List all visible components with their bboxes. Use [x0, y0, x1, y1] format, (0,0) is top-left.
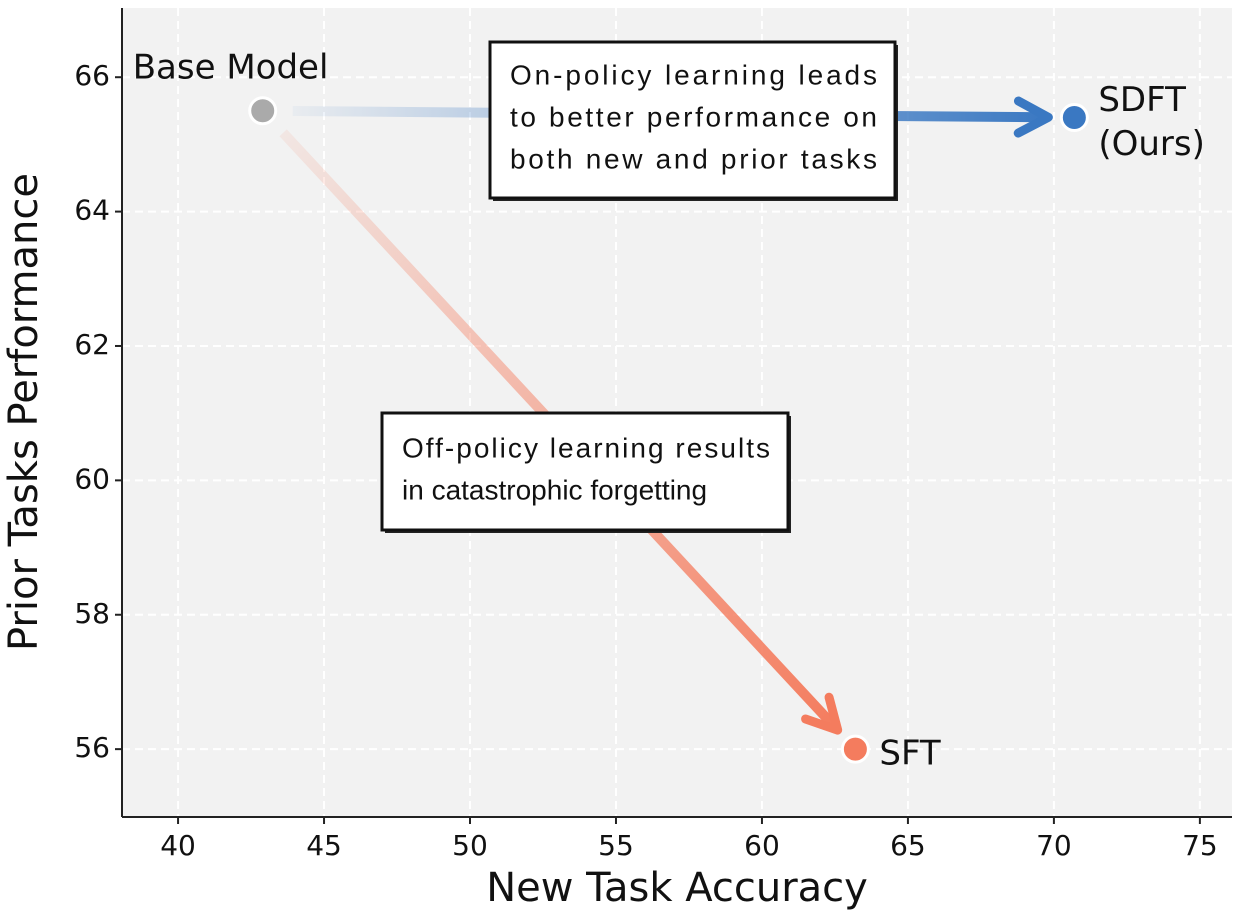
- arrow-head: [1013, 96, 1053, 138]
- y-axis-title: Prior Tasks Performance: [1, 173, 47, 651]
- point-label: (Ours): [1098, 124, 1205, 164]
- x-tick-label: 70: [1036, 829, 1072, 862]
- point-label: SDFT: [1098, 80, 1186, 120]
- x-tick-label: 55: [598, 829, 634, 862]
- x-tick-label: 40: [160, 829, 196, 862]
- x-tick-label: 45: [306, 829, 342, 862]
- y-tick-label: 58: [74, 597, 110, 630]
- annotation-text: Off-policy learning results: [402, 432, 770, 463]
- x-tick-label: 50: [452, 829, 488, 862]
- y-tick-label: 64: [74, 194, 110, 227]
- y-tick-label: 56: [74, 731, 110, 764]
- x-tick-label: 75: [1182, 829, 1218, 862]
- point: [840, 734, 870, 764]
- y-tick-label: 62: [74, 328, 110, 361]
- point-label: SFT: [879, 734, 941, 774]
- x-tick-label: 65: [890, 829, 926, 862]
- point: [248, 96, 278, 126]
- annotation-text: in catastrophic forgetting: [402, 474, 707, 505]
- x-axis-title: New Task Accuracy: [486, 865, 868, 911]
- annotation-box: [380, 411, 790, 532]
- y-tick-label: 60: [74, 462, 110, 495]
- arrow-head: [801, 692, 843, 735]
- annotation-text: On-policy learning leads: [510, 59, 877, 90]
- point-label: Base Model: [133, 47, 329, 87]
- x-tick-label: 60: [744, 829, 780, 862]
- y-tick-label: 66: [74, 59, 110, 92]
- annotation-box: [488, 40, 897, 200]
- point: [1059, 103, 1089, 133]
- annotation-text: both new and prior tasks: [510, 143, 877, 174]
